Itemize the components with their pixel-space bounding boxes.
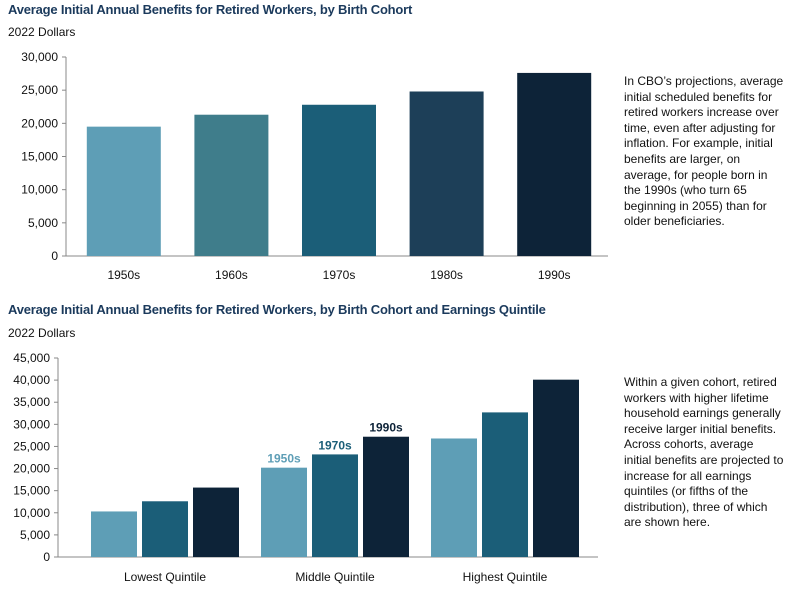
chart2-x-tick-label: Highest Quintile	[463, 570, 548, 584]
chart1-x-tick-label: 1990s	[538, 268, 571, 282]
chart2-y-tick-label: 20,000	[13, 462, 50, 476]
chart2-title: Average Initial Annual Benefits for Reti…	[8, 302, 546, 317]
chart2-series-label: 1970s	[318, 438, 352, 452]
chart1-y-tick-label: 10,000	[21, 183, 58, 197]
chart1-y-tick-label: 20,000	[21, 116, 58, 130]
chart2-y-tick-label: 35,000	[13, 395, 50, 409]
chart2-series-label: 1990s	[369, 421, 403, 435]
chart2-bar	[193, 487, 239, 557]
chart1-x-tick-label: 1970s	[323, 268, 356, 282]
chart2-x-tick-label: Middle Quintile	[295, 570, 375, 584]
chart1-bar	[194, 114, 269, 257]
chart2-y-tick-label: 15,000	[13, 484, 50, 498]
chart1-bar	[86, 126, 161, 257]
chart1-y-tick-label: 25,000	[21, 83, 58, 97]
chart2-bar	[91, 511, 137, 557]
chart2-y-tick-label: 0	[43, 550, 50, 564]
chart1-x-tick-label: 1980s	[430, 268, 463, 282]
chart1-bar	[302, 104, 376, 256]
chart1-bar	[409, 91, 484, 256]
chart1-x-tick-label: 1960s	[215, 268, 248, 282]
chart2-y-tick-label: 10,000	[13, 506, 50, 520]
chart2-y-tick-label: 5,000	[20, 528, 50, 542]
chart1-x-tick-label: 1950s	[107, 268, 140, 282]
chart1-unit-label: 2022 Dollars	[8, 25, 76, 39]
chart2-bar	[482, 412, 528, 557]
chart2-y-tick-label: 45,000	[13, 351, 50, 365]
chart1-y-tick-label: 0	[51, 249, 58, 263]
chart1-y-tick-label: 5,000	[28, 216, 58, 230]
chart2-bar	[431, 438, 477, 557]
chart2-bar	[261, 467, 307, 557]
chart2-y-tick-label: 40,000	[13, 373, 50, 387]
chart2-bar	[142, 501, 188, 557]
chart2-bar	[312, 454, 358, 557]
chart2-bar	[363, 436, 409, 557]
chart2-unit-label: 2022 Dollars	[8, 326, 76, 340]
chart2-note: Within a given cohort, retired workers w…	[624, 375, 784, 530]
chart2-y-tick-label: 25,000	[13, 439, 50, 453]
chart1-bar	[517, 72, 592, 256]
chart2-y-tick-label: 30,000	[13, 417, 50, 431]
chart2-bar	[533, 379, 579, 557]
chart2-series-label: 1950s	[267, 452, 301, 466]
chart1-y-tick-label: 30,000	[21, 50, 58, 64]
chart1-note: In CBO’s projections, average initial sc…	[624, 74, 784, 229]
chart1-y-tick-label: 15,000	[21, 150, 58, 164]
chart1-title: Average Initial Annual Benefits for Reti…	[8, 2, 413, 17]
chart2-x-tick-label: Lowest Quintile	[124, 570, 206, 584]
